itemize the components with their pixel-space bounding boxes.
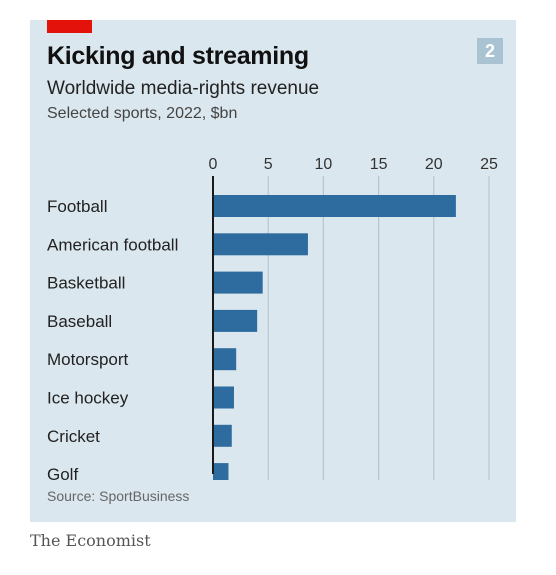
chart-panel: Kicking and streaming Worldwide media-ri… bbox=[30, 20, 516, 522]
x-tick-labels: 0 5 10 15 20 25 bbox=[209, 156, 498, 173]
bar bbox=[213, 195, 456, 217]
x-tick-label: 10 bbox=[315, 156, 333, 173]
bar bbox=[213, 233, 308, 256]
category-label: Motorsport bbox=[47, 350, 129, 369]
chart-subtitle: Worldwide media-rights revenue bbox=[47, 78, 320, 99]
bar-chart: 0 5 10 15 20 25 Football American football Bask… bbox=[47, 156, 498, 480]
bar bbox=[213, 386, 234, 409]
x-tick-label: 15 bbox=[370, 156, 388, 173]
category-label: Basketball bbox=[47, 274, 125, 293]
bar bbox=[213, 424, 232, 447]
category-label: Baseball bbox=[47, 312, 112, 331]
x-tick-label: 20 bbox=[425, 156, 443, 173]
brand-logo: The Economist bbox=[30, 531, 151, 550]
x-tick-label: 25 bbox=[480, 156, 498, 173]
category-labels: Football American football Basketball Baseb… bbox=[47, 197, 178, 480]
category-label: American football bbox=[47, 235, 178, 254]
bars bbox=[213, 195, 456, 480]
chart-title: Kicking and streaming bbox=[47, 42, 309, 70]
grid-lines bbox=[267, 176, 490, 480]
bar bbox=[213, 348, 237, 371]
x-tick-label: 5 bbox=[264, 156, 273, 173]
category-label: Football bbox=[47, 197, 107, 216]
source-note: Source: SportBusiness bbox=[47, 488, 190, 504]
x-tick-label: 0 bbox=[209, 156, 218, 173]
chart-units: Selected sports, 2022, $bn bbox=[47, 105, 238, 122]
category-label: Golf bbox=[47, 465, 78, 480]
chart-number-badge: 2 bbox=[477, 38, 503, 64]
category-label: Ice hockey bbox=[47, 389, 129, 408]
bar bbox=[213, 271, 263, 294]
accent-tag bbox=[47, 20, 92, 33]
category-label: Cricket bbox=[47, 427, 100, 446]
bar bbox=[213, 309, 258, 332]
bar bbox=[213, 463, 229, 480]
